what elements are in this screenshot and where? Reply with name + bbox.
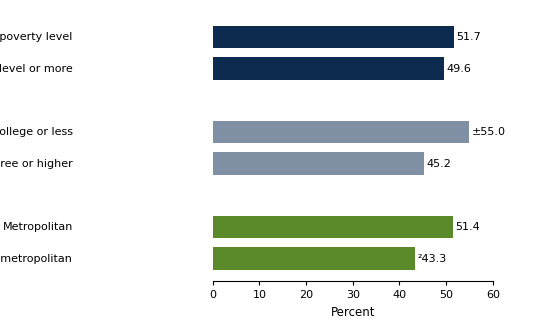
Text: 51.4: 51.4 bbox=[455, 222, 480, 232]
Text: Metropolitan: Metropolitan bbox=[2, 222, 73, 232]
Text: ±55.0: ±55.0 bbox=[472, 127, 506, 137]
Bar bbox=[213, 26, 454, 48]
Text: Less than 200% of federal poverty level: Less than 200% of federal poverty level bbox=[0, 32, 73, 42]
Text: College degree or higher: College degree or higher bbox=[0, 159, 73, 169]
Text: 200% of federal poverty level or more: 200% of federal poverty level or more bbox=[0, 64, 73, 74]
Text: 49.6: 49.6 bbox=[447, 64, 472, 74]
Text: 51.7: 51.7 bbox=[456, 32, 481, 42]
X-axis label: Percent: Percent bbox=[330, 306, 375, 319]
Bar bbox=[213, 215, 452, 238]
Bar bbox=[213, 121, 469, 143]
Text: 45.2: 45.2 bbox=[426, 159, 451, 169]
Bar bbox=[213, 57, 444, 80]
Bar bbox=[213, 247, 415, 270]
Text: ²43.3: ²43.3 bbox=[417, 254, 446, 264]
Text: Some college or less: Some college or less bbox=[0, 127, 73, 137]
Text: Nonmetropolitan: Nonmetropolitan bbox=[0, 254, 73, 264]
Bar bbox=[213, 152, 424, 175]
